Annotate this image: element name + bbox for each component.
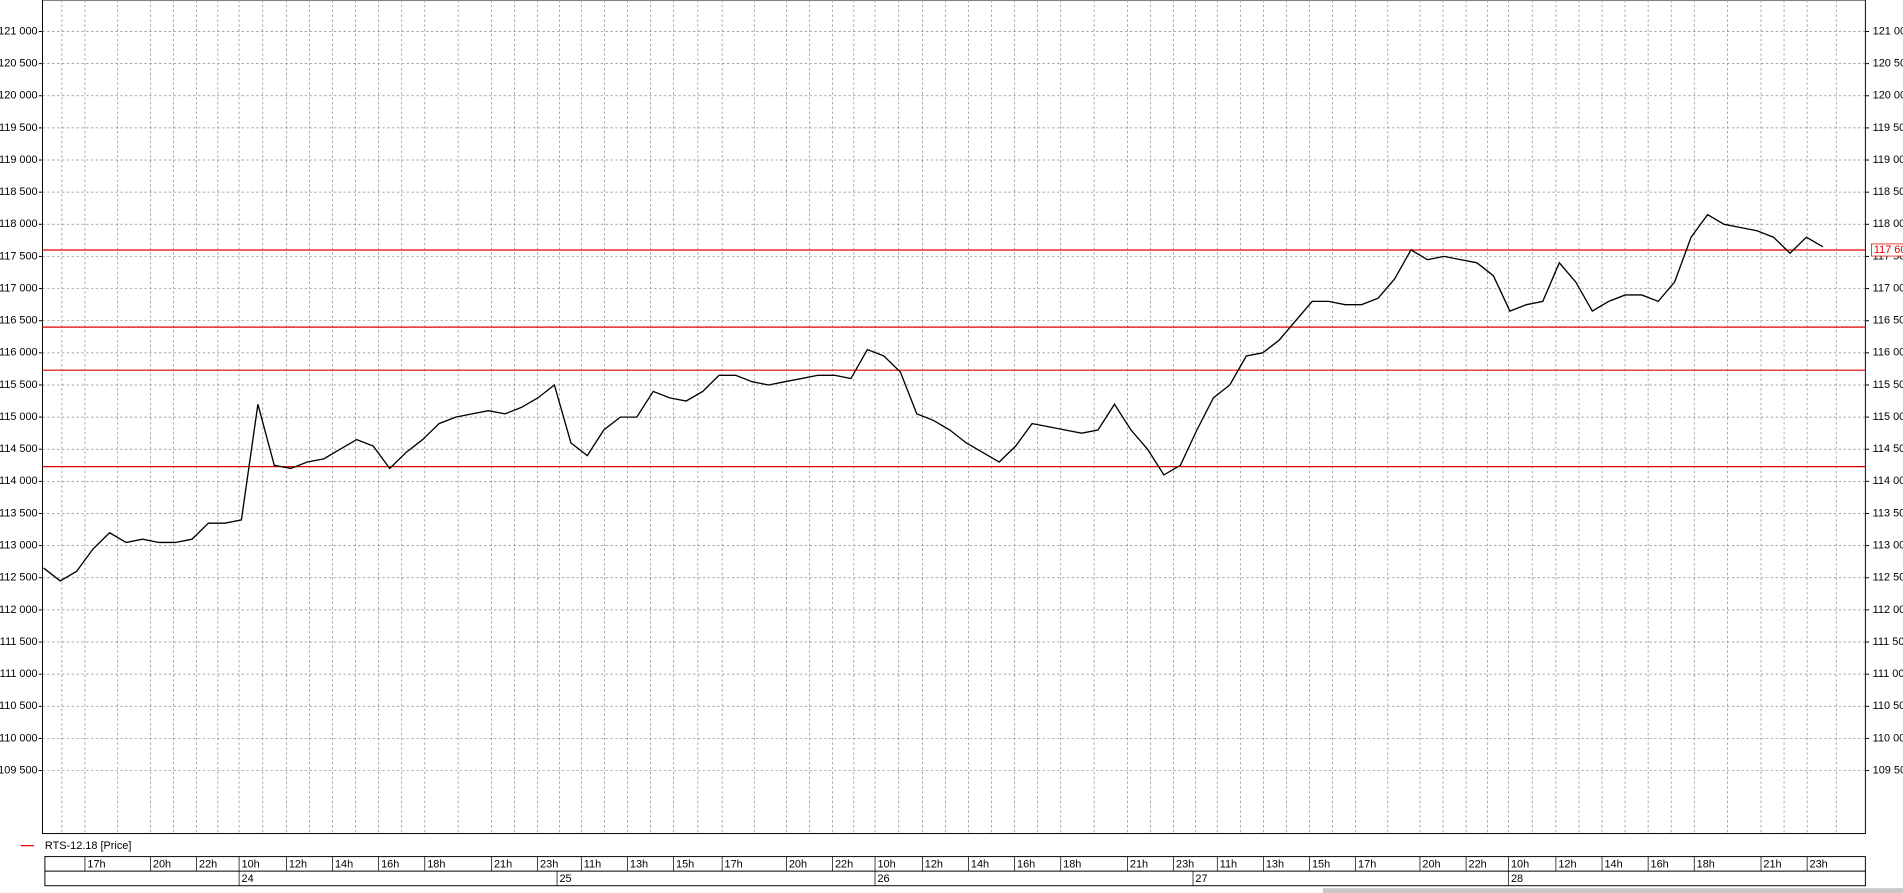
y-tick-label: 118 500 (1873, 186, 1903, 198)
date-label: 27 (1195, 873, 1207, 885)
y-tick-label: 114 500 (0, 443, 38, 455)
x-tick-label: 15h (1312, 858, 1330, 870)
x-tick-label: 20h (1422, 858, 1440, 870)
y-tick-label: 117 500 (0, 250, 38, 262)
y-tick-label: 114 500 (1873, 443, 1903, 455)
y-tick-label: 111 500 (0, 636, 38, 648)
y-tick-label: 110 500 (1873, 700, 1903, 712)
x-tick-label: 14h (335, 858, 353, 870)
x-tick-label: 20h (789, 858, 807, 870)
x-tick-label: 14h (971, 858, 989, 870)
x-tick-label: 21h (1130, 858, 1148, 870)
x-tick-label: 22h (199, 858, 217, 870)
x-tick-label: 15h (676, 858, 694, 870)
last-price-box (1871, 243, 1903, 257)
x-tick-label: 18h (1697, 858, 1715, 870)
y-tick-label: 114 000 (1873, 475, 1903, 487)
y-tick-label: 116 500 (0, 315, 38, 327)
x-tick-label: 22h (835, 858, 853, 870)
x-tick-label: 10h (242, 858, 260, 870)
y-tick-label: 118 500 (0, 186, 38, 198)
x-tick-label: 21h (494, 858, 512, 870)
y-tick-label: 112 000 (1873, 604, 1903, 616)
y-tick-label: 114 000 (0, 475, 38, 487)
y-tick-label: 111 000 (1873, 668, 1903, 680)
last-price-label: 117 600 (1874, 244, 1903, 256)
y-tick-label: 113 500 (1873, 507, 1903, 519)
y-tick-label: 120 500 (0, 58, 38, 70)
x-tick-label: 13h (1266, 858, 1284, 870)
x-tick-label: 12h (925, 858, 943, 870)
y-tick-label: 111 500 (1873, 636, 1903, 648)
x-tick-label: 22h (1469, 858, 1487, 870)
y-tick-label: 109 500 (1873, 764, 1903, 776)
y-tick-label: 115 000 (1873, 411, 1903, 423)
y-tick-label: 120 500 (1873, 58, 1903, 70)
y-tick-label: 115 500 (1873, 379, 1903, 391)
y-tick-label: 120 000 (1873, 90, 1903, 102)
y-tick-label: 112 500 (1873, 572, 1903, 584)
y-tick-label: 110 500 (0, 700, 38, 712)
date-label: 28 (1511, 873, 1523, 885)
x-tick-label: 23h (1176, 858, 1194, 870)
y-tick-label: 113 000 (1873, 540, 1903, 552)
date-label: 26 (877, 873, 889, 885)
x-tick-label: 11h (584, 858, 601, 870)
date-label: 25 (559, 873, 571, 885)
y-tick-label: 119 000 (1873, 154, 1903, 166)
y-tick-label: 117 000 (1873, 282, 1903, 294)
y-tick-label: 109 500 (0, 764, 38, 776)
y-tick-label: 120 000 (0, 90, 38, 102)
x-tick-label: 12h (289, 858, 307, 870)
x-tick-label: 13h (630, 858, 648, 870)
y-tick-label: 116 500 (1873, 315, 1903, 327)
x-tick-label: 10h (877, 858, 895, 870)
y-tick-label: 115 000 (0, 411, 38, 423)
y-tick-label: 118 000 (0, 218, 38, 230)
y-tick-label: 113 500 (0, 507, 38, 519)
y-tick-label: 112 500 (0, 572, 38, 584)
x-tick-label: 21h (1763, 858, 1781, 870)
x-tick-label: 11h (1220, 858, 1237, 870)
date-label: 24 (242, 873, 254, 885)
y-tick-label: 110 000 (1873, 732, 1903, 744)
y-tick-label: 111 000 (0, 668, 38, 680)
x-tick-label: 20h (153, 858, 171, 870)
x-tick-label: 12h (1558, 858, 1576, 870)
y-tick-label: 112 000 (0, 604, 38, 616)
y-tick-label: 115 500 (0, 379, 38, 391)
y-tick-label: 116 000 (0, 347, 38, 359)
x-tick-label: 17h (1358, 858, 1376, 870)
y-tick-label: 118 000 (1873, 218, 1903, 230)
y-tick-label: 117 000 (0, 282, 38, 294)
price-line (43, 213, 1824, 582)
y-tick-label: 119 500 (1873, 122, 1903, 134)
x-tick-label: 17h (87, 858, 105, 870)
y-tick-label: 121 000 (0, 25, 38, 37)
y-tick-label: 119 000 (0, 154, 38, 166)
y-tick-label: 116 000 (1873, 347, 1903, 359)
x-tick-label: 16h (1017, 858, 1035, 870)
scrollbar[interactable] (1322, 888, 1903, 893)
x-tick-label: 18h (427, 858, 445, 870)
x-tick-label: 23h (540, 858, 558, 870)
y-tick-label: 119 500 (0, 122, 38, 134)
x-tick-label: 16h (381, 858, 399, 870)
x-tick-label: 17h (725, 858, 743, 870)
x-tick-label: 14h (1604, 858, 1622, 870)
x-tick-label: 10h (1511, 858, 1529, 870)
x-tick-label: 18h (1063, 858, 1081, 870)
y-tick-label: 113 000 (0, 540, 38, 552)
legend-label: RTS-12.18 [Price] (45, 840, 131, 852)
y-tick-label: 110 000 (0, 732, 38, 744)
x-tick-label: 16h (1651, 858, 1669, 870)
y-tick-label: 121 000 (1873, 25, 1903, 37)
x-tick-label: 23h (1810, 858, 1828, 870)
